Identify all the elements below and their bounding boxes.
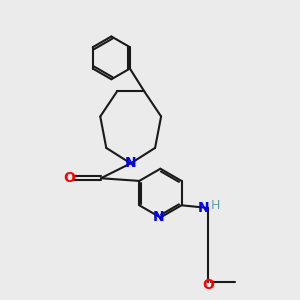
Text: N: N (153, 211, 165, 224)
Text: O: O (202, 278, 214, 292)
Text: N: N (125, 156, 136, 170)
Text: H: H (211, 199, 220, 212)
Text: O: O (63, 171, 75, 185)
Text: N: N (198, 201, 209, 215)
